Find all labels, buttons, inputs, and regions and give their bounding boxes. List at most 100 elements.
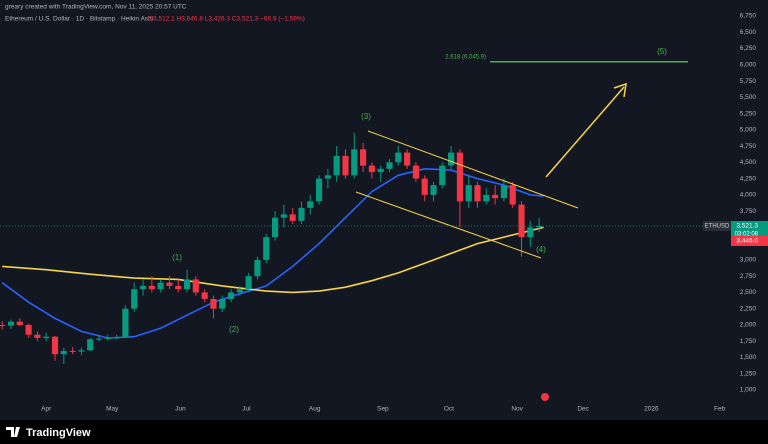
x-tick-label: Nov [511,406,523,413]
x-tick-label: Jun [175,406,186,413]
candle-body [25,324,32,335]
y-tick-label: 1,500 [740,354,757,361]
y-tick-label: 4,250 [740,175,757,182]
y-tick-label: 4,000 [740,192,757,199]
y-tick-label: 6,250 [740,45,757,52]
arrow-shaft [545,86,625,178]
y-tick-label: 4,500 [740,159,757,166]
x-tick-label: Aug [309,406,321,413]
price-tag: 3,521.3 [736,223,758,230]
candle-body [0,324,6,326]
price-tag: 3,446.0 [736,238,758,245]
candle-body [236,289,243,293]
candle-body [492,194,499,199]
plot: 1,000 1,250 1,500 1,750 2,000 2,250 2,500 2,750… [0,13,756,413]
event-icon[interactable] [541,393,549,401]
candle-body [210,298,217,309]
wave-label: (1) [172,253,182,262]
ma-line [2,226,544,294]
x-tick-label: Dec [577,406,589,413]
candle-body [104,337,111,339]
wave-label: (4) [536,245,546,254]
candle-body [298,207,305,221]
candle-body [34,334,41,338]
candle-body [87,339,94,351]
wave-label: (5) [657,47,667,56]
channel-upper [367,130,579,209]
symbol-line: Ethereum / U.S. Dollar · 1D · Bitstamp ·… [5,16,153,23]
candle-body [509,185,516,205]
x-tick-label: Jul [242,406,251,413]
countdown: 03:02:08 [735,232,759,238]
candle-body [183,279,191,290]
candle-body [342,155,349,176]
candle-body [139,285,147,290]
x-tick-label: Feb [714,406,726,413]
candle-body [351,149,358,176]
candle-body [43,336,50,338]
candle-body [69,350,76,352]
candle-body [78,350,85,352]
candle-body [360,149,367,166]
x-tick-label: Oct [444,406,454,413]
candle-body [148,285,155,290]
y-tick-label: 3,000 [740,257,757,264]
candle-body [263,237,270,260]
arrow-head [613,82,627,98]
wave-label: (3) [361,112,371,121]
candle-body [280,214,287,218]
candle-body [456,152,464,202]
candle-body [527,227,534,238]
candle-body [536,225,543,227]
symbol-tag: ETHUSD [705,224,730,230]
candle-body [324,175,331,179]
price-tag-bg [731,235,768,246]
candle-body [439,165,446,186]
y-tick-label: 6,000 [740,61,757,68]
candle-body [201,292,208,299]
candle-body [448,152,455,166]
x-tick-label: May [106,406,119,413]
candle-body [271,217,279,238]
candle-body [395,152,402,163]
candle-body [219,298,226,309]
y-tick-label: 5,500 [740,94,757,101]
y-tick-label: 2,250 [740,305,757,312]
wave-label: (2) [229,325,239,334]
candle-body [166,282,173,286]
y-tick-label: 5,000 [740,127,757,134]
candle-body [368,165,375,173]
candle-body [192,279,199,293]
candle-body [122,308,129,338]
y-tick-label: 4,750 [740,143,757,150]
y-tick-label: 2,500 [740,289,757,296]
y-tick-label: 1,000 [740,387,757,394]
candle-body [386,162,393,169]
footer [0,420,768,444]
candle-body [227,292,235,299]
candle-body [60,350,67,355]
x-tick-label: 2026 [644,406,659,413]
candle-body [175,285,182,290]
y-tick-label: 5,750 [740,78,757,85]
candle-body [518,204,525,238]
candle-body [51,336,59,355]
y-tick-label: 1,750 [740,338,757,345]
brand: TradingView [26,427,91,439]
candle-body [465,185,472,202]
price-tag-bg [731,220,768,239]
y-tick-label: 6,500 [740,29,757,36]
candle-body [421,178,428,195]
candle-body [157,282,164,290]
candle-body [131,289,138,309]
ma-line [1,167,544,339]
candle-body [245,276,252,290]
candle-body [16,321,23,325]
candle-body [7,321,15,326]
credit: greary created with TradingView.com, Nov… [5,4,187,11]
logo-icon [6,427,20,437]
candle-body [307,201,314,208]
